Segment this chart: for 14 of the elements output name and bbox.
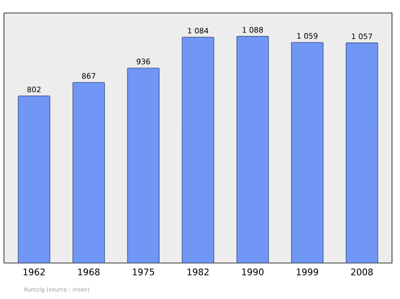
bar bbox=[182, 36, 214, 263]
bar bbox=[236, 36, 269, 263]
bar bbox=[346, 42, 378, 263]
x-tick-label: 1968 bbox=[78, 268, 100, 276]
x-tick-label: 1962 bbox=[24, 268, 45, 276]
bar bbox=[72, 82, 105, 263]
x-tick-label: 2008 bbox=[351, 268, 373, 276]
x-tick-label: 1982 bbox=[188, 268, 209, 276]
bar bbox=[291, 42, 324, 263]
bar bbox=[18, 96, 50, 263]
bar bbox=[127, 68, 160, 263]
x-tick-label: 1990 bbox=[242, 268, 264, 276]
x-tick-label: 1999 bbox=[296, 268, 318, 276]
x-tick-label: 1975 bbox=[132, 268, 154, 276]
